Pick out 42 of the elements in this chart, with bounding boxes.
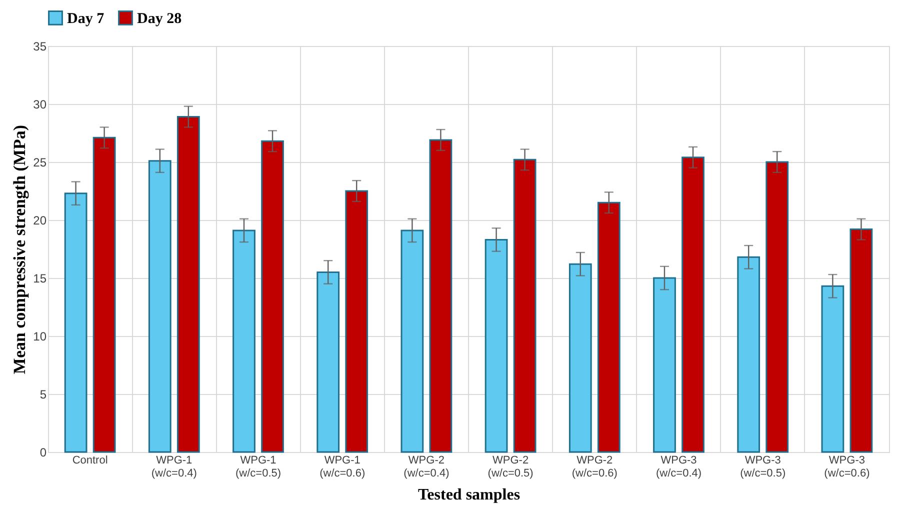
y-tick-label: 10	[33, 330, 47, 344]
x-tick-label: WPG-2 (w/c=0.6)	[572, 454, 618, 480]
bar	[429, 139, 452, 453]
x-tick-label: WPG-1 (w/c=0.4)	[151, 454, 197, 480]
bar	[148, 160, 172, 453]
bar	[850, 228, 873, 453]
y-tick-label: 15	[33, 272, 47, 286]
bar	[92, 136, 116, 453]
y-tick-label: 0	[40, 446, 47, 460]
y-tick-label: 35	[33, 40, 47, 54]
x-tick-label: WPG-2 (w/c=0.5)	[488, 454, 534, 480]
y-tick-label: 30	[33, 98, 47, 112]
bar	[821, 285, 844, 453]
y-axis-title: Mean compressive strength (MPa)	[10, 124, 30, 374]
bar	[653, 277, 676, 453]
bar	[400, 230, 424, 453]
legend-label: Day 28	[137, 10, 182, 27]
bar	[484, 238, 508, 453]
x-tick-label: WPG-3 (w/c=0.5)	[740, 454, 786, 480]
bar	[316, 271, 340, 453]
bar	[682, 156, 704, 453]
bar	[766, 161, 789, 453]
x-tick-label: WPG-2 (w/c=0.4)	[404, 454, 450, 480]
bar	[513, 158, 536, 453]
legend-label: Day 7	[67, 10, 105, 27]
y-tick-label: 25	[33, 156, 47, 170]
bar	[232, 230, 256, 453]
x-axis-title: Tested samples	[418, 486, 520, 504]
x-tick-label: Control	[72, 454, 108, 466]
bar	[597, 202, 620, 453]
bar	[64, 192, 88, 453]
x-tick-label: WPG-3 (w/c=0.6)	[824, 454, 870, 480]
x-tick-label: WPG-3 (w/c=0.4)	[656, 454, 702, 480]
bar	[345, 190, 368, 453]
bar	[568, 263, 592, 453]
bar	[176, 116, 200, 453]
bar	[737, 256, 760, 453]
y-tick-label: 5	[40, 388, 47, 402]
y-tick-label: 20	[33, 214, 47, 228]
bar	[261, 140, 284, 453]
x-tick-label: WPG-1 (w/c=0.6)	[320, 454, 366, 480]
x-tick-label: WPG-1 (w/c=0.5)	[235, 454, 282, 480]
